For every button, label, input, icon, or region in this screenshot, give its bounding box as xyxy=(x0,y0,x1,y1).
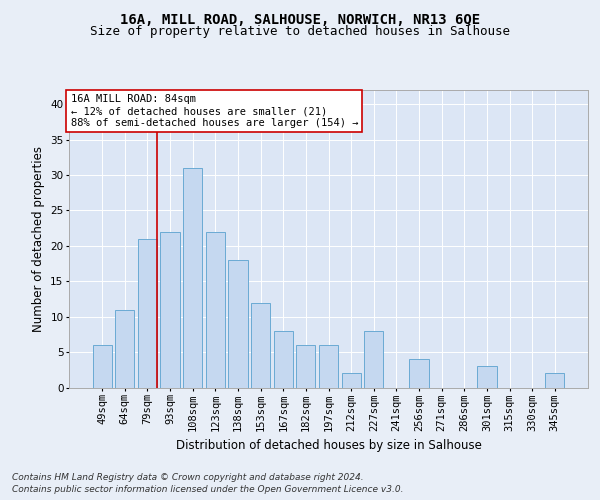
Bar xyxy=(115,310,134,388)
Bar xyxy=(477,366,497,388)
Y-axis label: Number of detached properties: Number of detached properties xyxy=(32,146,44,332)
Bar xyxy=(296,345,316,388)
Bar xyxy=(319,345,338,388)
Text: Contains public sector information licensed under the Open Government Licence v3: Contains public sector information licen… xyxy=(12,485,404,494)
Bar xyxy=(545,374,565,388)
X-axis label: Distribution of detached houses by size in Salhouse: Distribution of detached houses by size … xyxy=(176,439,481,452)
Bar xyxy=(229,260,248,388)
Bar xyxy=(206,232,225,388)
Bar xyxy=(341,374,361,388)
Text: 16A MILL ROAD: 84sqm
← 12% of detached houses are smaller (21)
88% of semi-detac: 16A MILL ROAD: 84sqm ← 12% of detached h… xyxy=(71,94,358,128)
Bar xyxy=(274,331,293,388)
Bar xyxy=(92,345,112,388)
Bar xyxy=(138,239,157,388)
Text: Contains HM Land Registry data © Crown copyright and database right 2024.: Contains HM Land Registry data © Crown c… xyxy=(12,472,364,482)
Text: 16A, MILL ROAD, SALHOUSE, NORWICH, NR13 6QE: 16A, MILL ROAD, SALHOUSE, NORWICH, NR13 … xyxy=(120,12,480,26)
Bar xyxy=(183,168,202,388)
Bar xyxy=(160,232,180,388)
Bar xyxy=(364,331,383,388)
Text: Size of property relative to detached houses in Salhouse: Size of property relative to detached ho… xyxy=(90,25,510,38)
Bar xyxy=(251,302,270,388)
Bar xyxy=(409,359,428,388)
